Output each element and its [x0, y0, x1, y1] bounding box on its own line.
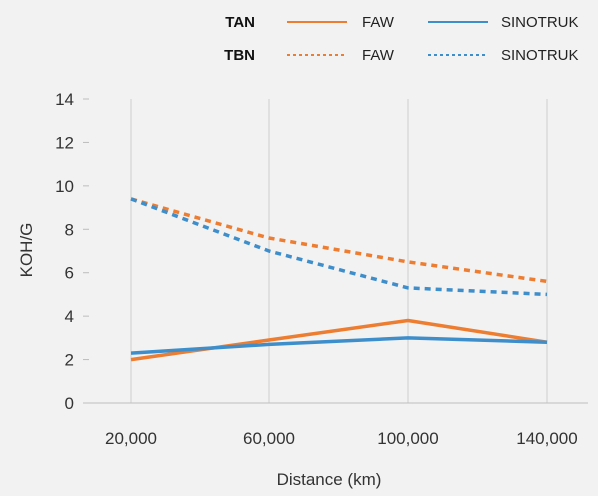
legend-group-label: TBN — [224, 47, 255, 64]
y-tick-label: 2 — [65, 351, 74, 370]
x-axis-title: Distance (km) — [277, 470, 382, 489]
x-tick-label: 60,000 — [243, 429, 295, 448]
y-axis-title: KOH/G — [17, 223, 36, 278]
y-tick-label: 12 — [55, 133, 74, 152]
x-tick-label: 20,000 — [105, 429, 157, 448]
legend-entry-label: SINOTRUK — [501, 14, 579, 31]
y-tick-label: 4 — [65, 307, 74, 326]
series-line-tbn-faw — [130, 197, 548, 284]
legend: TAN FAW SINOTRUK TBN FAW SINOTRUK — [224, 14, 578, 64]
x-tick-label: 100,000 — [377, 429, 438, 448]
y-tick-label: 6 — [65, 264, 74, 283]
y-tick-label: 10 — [55, 177, 74, 196]
legend-group-label: TAN — [225, 14, 255, 31]
y-tick-label: 8 — [65, 220, 74, 239]
series-line-tan-sinotruk — [130, 336, 548, 355]
legend-entry-label: SINOTRUK — [501, 47, 579, 64]
series-line-tbn-sinotruk — [130, 197, 548, 297]
y-tick-label: 0 — [65, 394, 74, 413]
axes: 0 2 4 6 8 10 12 14 20,000 60,000 100,000 140,000 — [55, 90, 588, 448]
x-tick-label: 140,000 — [516, 429, 577, 448]
y-tick-label: 14 — [55, 90, 74, 109]
legend-entry-label: FAW — [362, 14, 395, 31]
legend-entry-label: FAW — [362, 47, 395, 64]
series-lines — [130, 197, 548, 362]
